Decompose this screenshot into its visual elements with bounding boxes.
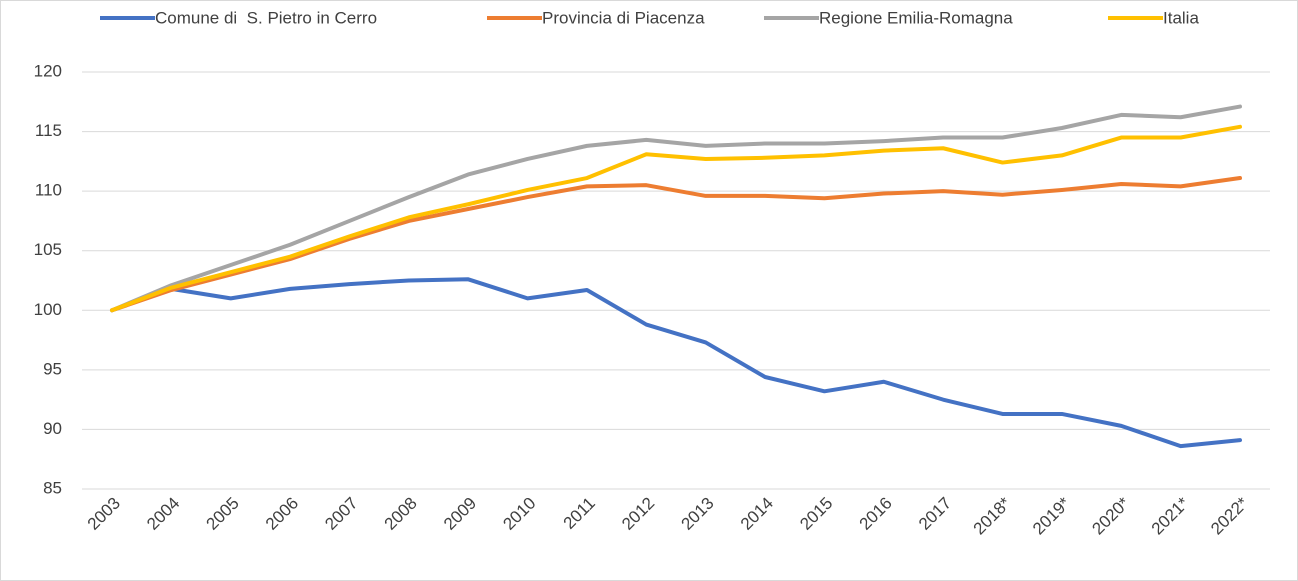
x-tick-label: 2010 xyxy=(499,494,539,534)
legend-label: Comune di S. Pietro in Cerro xyxy=(155,8,377,27)
x-tick-label: 2012 xyxy=(618,494,658,534)
series-line xyxy=(110,176,1242,313)
x-tick-label: 2014 xyxy=(737,494,777,534)
x-tick-label: 2018* xyxy=(970,493,1015,538)
y-tick-label: 110 xyxy=(35,181,62,200)
y-tick-label: 95 xyxy=(43,359,62,378)
y-tick-label: 85 xyxy=(43,478,62,497)
x-tick-label: 2005 xyxy=(203,494,243,534)
x-tick-label: 2013 xyxy=(678,494,718,534)
x-tick-label: 2006 xyxy=(262,494,302,534)
x-tick-label: 2022* xyxy=(1207,493,1252,538)
x-tick-label: 2021* xyxy=(1148,493,1193,538)
y-tick-label: 105 xyxy=(34,240,62,259)
legend-label: Provincia di Piacenza xyxy=(542,8,705,27)
x-tick-label: 2003 xyxy=(84,494,124,534)
x-tick-label: 2011 xyxy=(560,494,599,533)
y-tick-label: 100 xyxy=(34,300,62,319)
legend-label: Regione Emilia-Romagna xyxy=(819,8,1013,27)
x-tick-label: 2007 xyxy=(321,494,361,534)
x-tick-label: 2020* xyxy=(1088,493,1133,538)
x-tick-label: 2008 xyxy=(381,494,421,534)
y-tick-label: 115 xyxy=(35,121,62,140)
x-tick-label: 2017 xyxy=(915,494,955,534)
x-tick-label: 2019* xyxy=(1029,493,1074,538)
x-tick-label: 2015 xyxy=(796,494,836,534)
x-tick-label: 2009 xyxy=(440,494,480,534)
x-tick-label: 2016 xyxy=(856,494,896,534)
series-line xyxy=(110,124,1242,313)
x-tick-label: 2004 xyxy=(143,494,183,534)
y-tick-label: 120 xyxy=(34,61,62,80)
series-line xyxy=(110,104,1242,313)
series-line xyxy=(110,277,1242,449)
y-tick-label: 90 xyxy=(43,419,62,438)
legend-label: Italia xyxy=(1163,8,1199,27)
